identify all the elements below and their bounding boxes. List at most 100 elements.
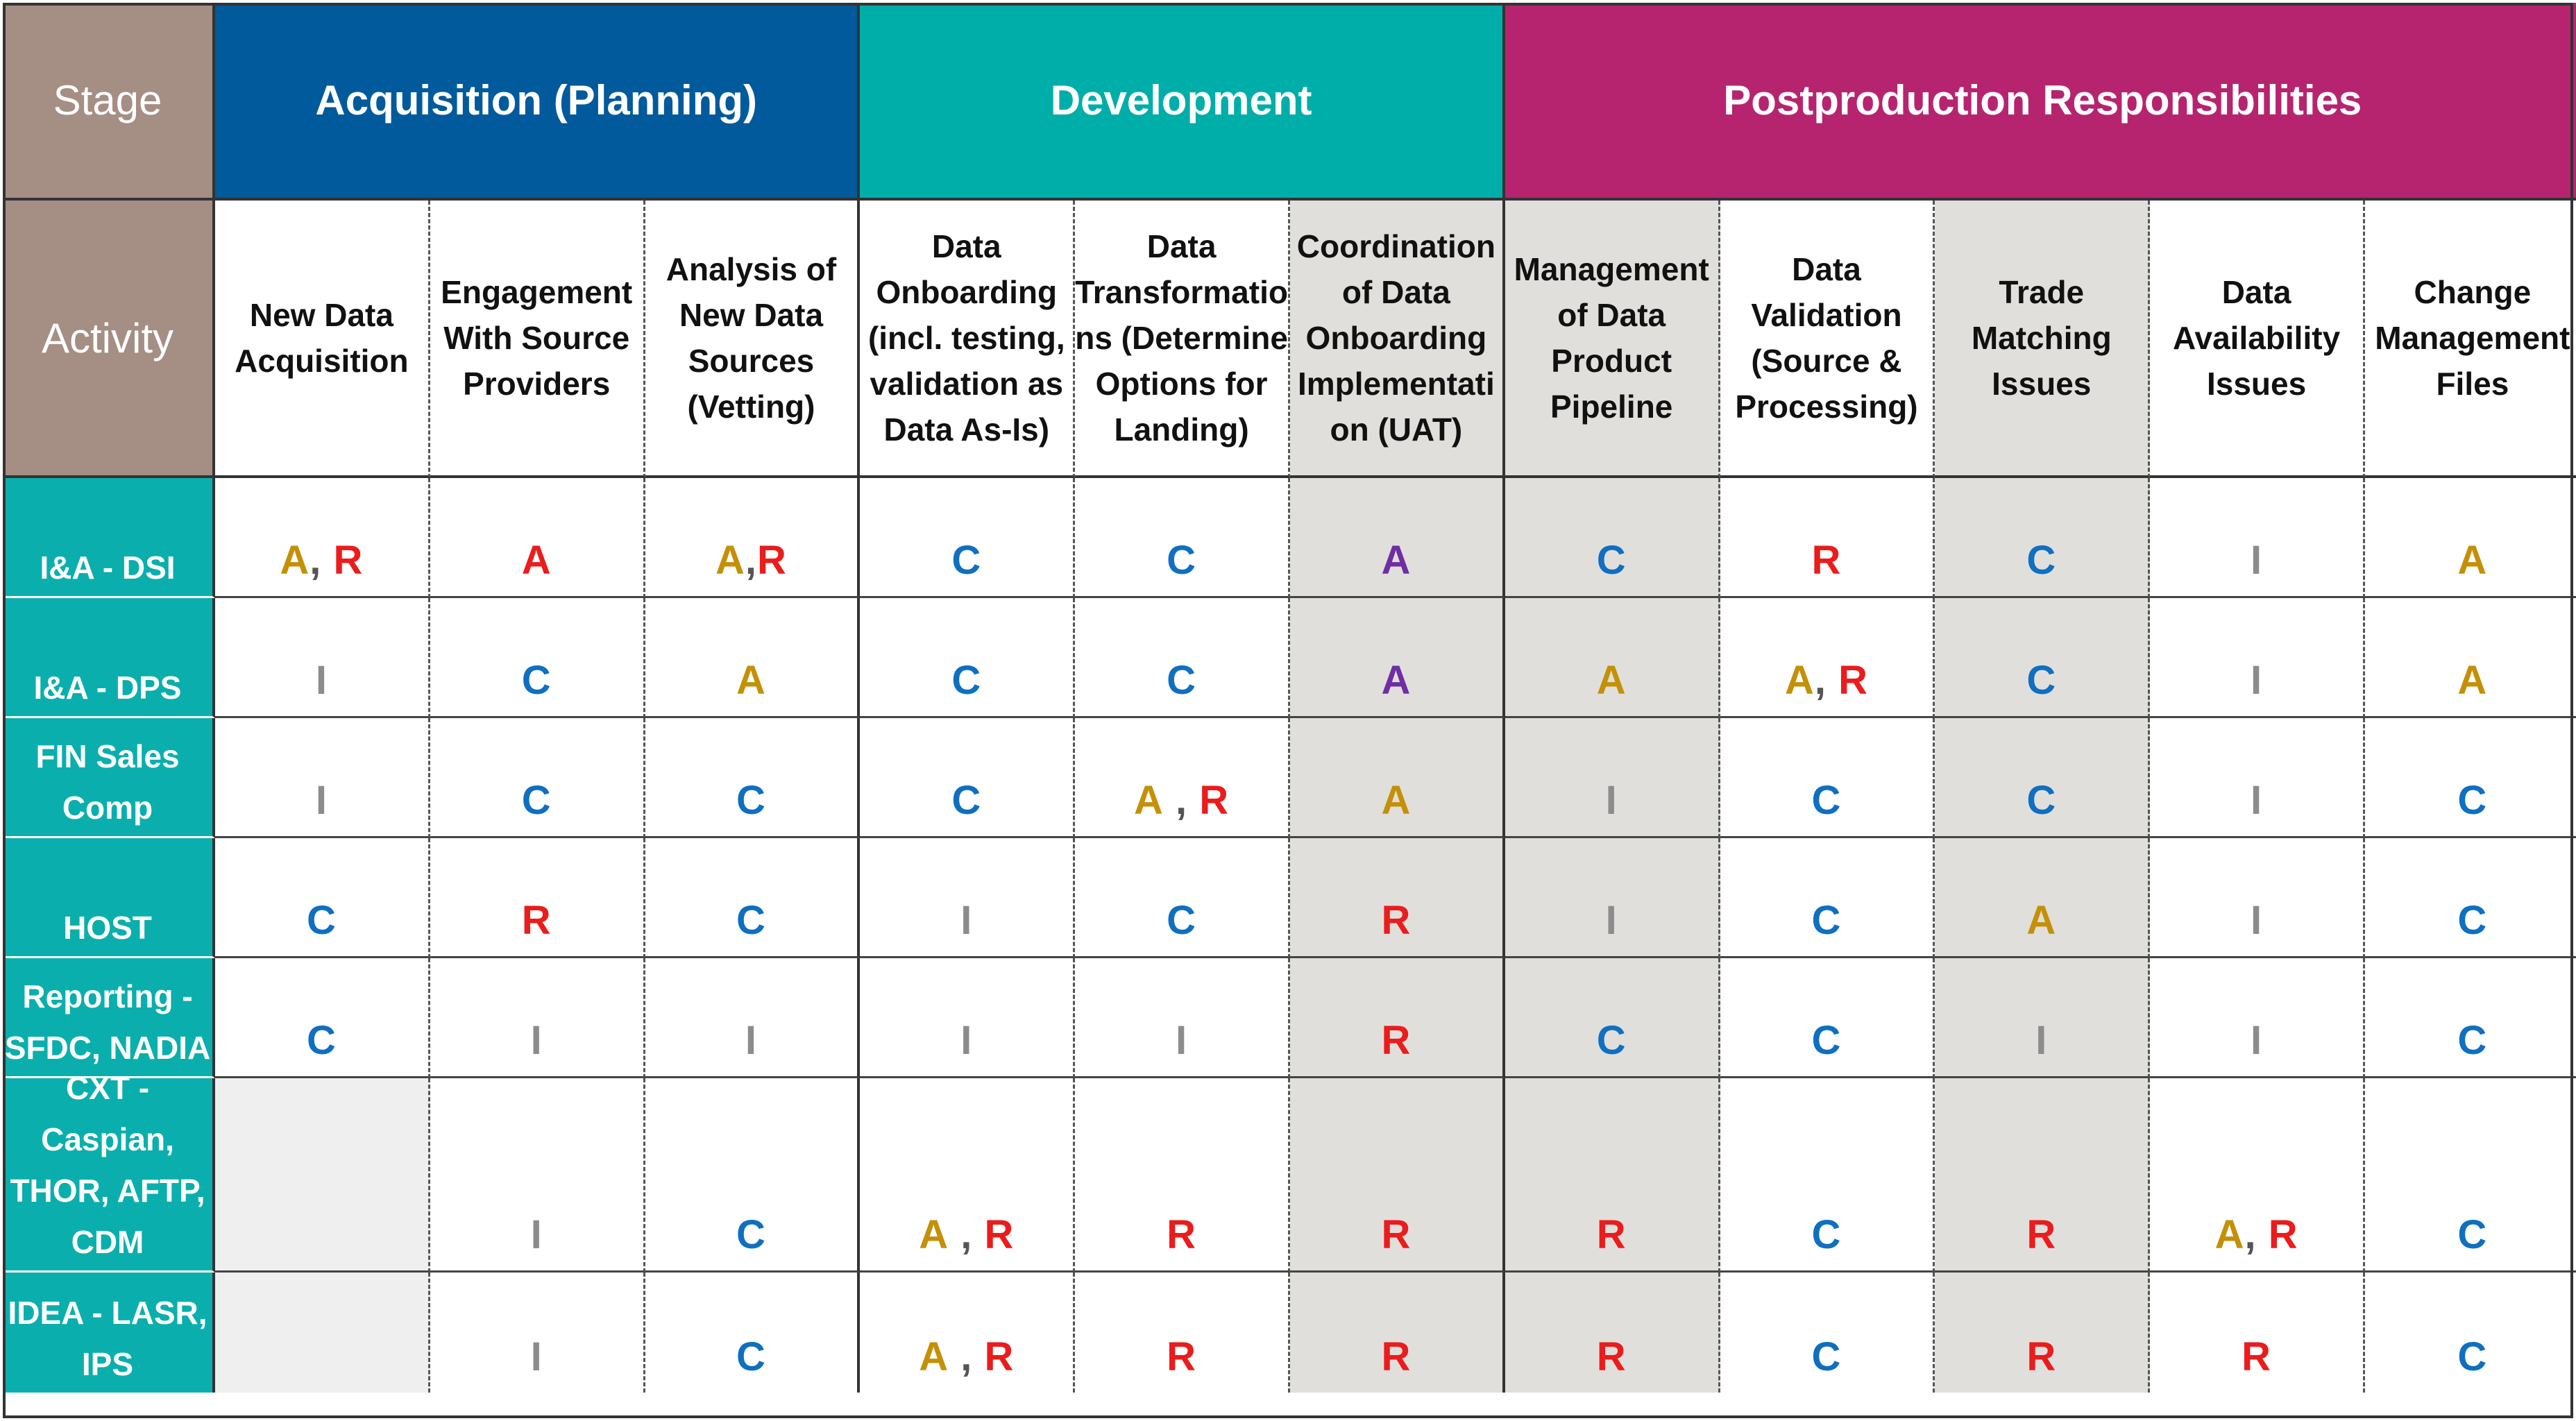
raci-code: C (1811, 1018, 1842, 1063)
raci-code: C (1811, 1334, 1842, 1379)
raci-cell: A (1505, 598, 1720, 718)
activity-header-coordination-of-data-onboarding-implementati-on-uat: Coordination of Data Onboarding Implemen… (1289, 201, 1505, 478)
raci-cell: C (2364, 838, 2576, 958)
raci-code: I (960, 898, 973, 943)
raci-cell: C (1075, 478, 1290, 598)
raci-cell: C (2365, 1273, 2576, 1393)
raci-cell: I (2150, 598, 2365, 718)
raci-cell: C (2364, 958, 2576, 1078)
raci-cell: C (1935, 478, 2151, 598)
raci-cell: R (2150, 1273, 2365, 1393)
raci-cell: R (1075, 1273, 1290, 1393)
raci-code: R (2268, 1212, 2298, 1257)
separator: , (1814, 658, 1839, 703)
raci-code: R (1596, 1212, 1627, 1257)
raci-cell: C (645, 1273, 861, 1393)
raci-cell: C (2364, 718, 2576, 838)
raci-code: C (1811, 1212, 1842, 1257)
raci-cell: A,R (645, 478, 861, 598)
raci-cell: R (1289, 958, 1505, 1078)
raci-cell: I (2150, 478, 2365, 598)
raci-cell: I (2150, 718, 2365, 838)
raci-code: I (1605, 778, 1618, 823)
raci-cell: C (1720, 1273, 1935, 1393)
raci-cell: C (430, 598, 645, 718)
row-label-i-a-dps: I&A - DPS (3, 598, 215, 718)
raci-cell: A, R (2150, 1078, 2365, 1273)
raci-code: C (521, 658, 552, 703)
raci-code: C (306, 1018, 337, 1063)
raci-cell: C (1075, 598, 1290, 718)
raci-cell: C (215, 838, 430, 958)
activity-header-data-onboarding-incl-testing-validation-as-data-as-is: Data Onboarding (incl. testing, validati… (860, 201, 1076, 478)
raci-code: C (951, 778, 982, 823)
raci-code: C (951, 538, 982, 583)
raci-code: I (745, 1018, 758, 1063)
raci-code: A (1381, 778, 1412, 823)
raci-cell: R (1505, 1273, 1720, 1393)
raci-cell: A (2364, 478, 2576, 598)
raci-cell: C (2364, 1078, 2576, 1273)
raci-cell: C (1505, 478, 1720, 598)
raci-cell: C (1935, 718, 2151, 838)
raci-code: A (919, 1212, 949, 1257)
raci-code: A (521, 538, 552, 583)
raci-code: A (1381, 538, 1412, 583)
raci-code: I (2251, 1018, 2263, 1063)
raci-code: C (951, 658, 982, 703)
raci-cell: R (1720, 478, 1935, 598)
raci-code: C (736, 898, 766, 943)
raci-cell: A (2364, 598, 2576, 718)
raci-code: C (2457, 1212, 2488, 1257)
raci-cell: A , R (860, 1273, 1076, 1393)
raci-cell: C (860, 598, 1076, 718)
raci-cell: A (1289, 718, 1505, 838)
raci-code: C (736, 1212, 766, 1257)
group-header-postproduction: Postproduction Responsibilities (1505, 3, 2576, 201)
raci-code: I (530, 1334, 543, 1379)
raci-code: A (2026, 898, 2057, 943)
raci-cell: I (215, 718, 430, 838)
raci-cell: R (1289, 1273, 1505, 1393)
raci-code: A (1784, 658, 1815, 703)
raci-code: R (2026, 1212, 2057, 1257)
raci-cell: C (1935, 598, 2151, 718)
raci-code: C (1596, 1018, 1627, 1063)
raci-code: C (736, 778, 766, 823)
raci-code: R (1596, 1334, 1627, 1379)
raci-cell: C (1505, 958, 1720, 1078)
raci-cell: C (860, 478, 1076, 598)
raci-cell: I (430, 1078, 645, 1273)
raci-cell: C (645, 838, 861, 958)
raci-cell: R (430, 838, 645, 958)
row-label-fin-sales-comp: FIN Sales Comp (3, 718, 215, 838)
activity-header: Activity (3, 201, 215, 478)
activity-header-analysis-of-new-data-sources-vetting: Analysis of New Data Sources (Vetting) (645, 201, 861, 478)
raci-code: R (1199, 778, 1230, 823)
raci-code: I (2251, 538, 2263, 583)
separator: , (745, 538, 758, 583)
raci-cell (215, 1273, 430, 1393)
raci-cell: C (645, 1078, 861, 1273)
raci-cell: I (430, 958, 645, 1078)
raci-code: A (2457, 658, 2488, 703)
raci-code: A (2214, 1212, 2245, 1257)
raci-cell: I (1505, 838, 1720, 958)
raci-code: R (1381, 898, 1412, 943)
raci-code: R (333, 538, 364, 583)
raci-code: C (2026, 658, 2057, 703)
raci-code: C (1811, 898, 1842, 943)
raci-code: R (1167, 1212, 1197, 1257)
row-label-cxt-caspian-thor-aftp-cdm: CXT - Caspian, THOR, AFTP, CDM (3, 1078, 215, 1273)
raci-cell: A, R (1720, 598, 1935, 718)
raci-code: R (1838, 658, 1868, 703)
raci-code: C (736, 1334, 766, 1379)
raci-code: R (757, 538, 787, 583)
raci-code: I (2251, 658, 2263, 703)
activity-header-data-transformatio-ns-determine-options-for-landing: Data Transformatio ns (Determine Options… (1075, 201, 1290, 478)
raci-code: R (1381, 1334, 1412, 1379)
raci-code: C (1167, 898, 1197, 943)
raci-code: A (736, 658, 766, 703)
raci-code: C (2026, 538, 2057, 583)
raci-code: C (2026, 778, 2057, 823)
